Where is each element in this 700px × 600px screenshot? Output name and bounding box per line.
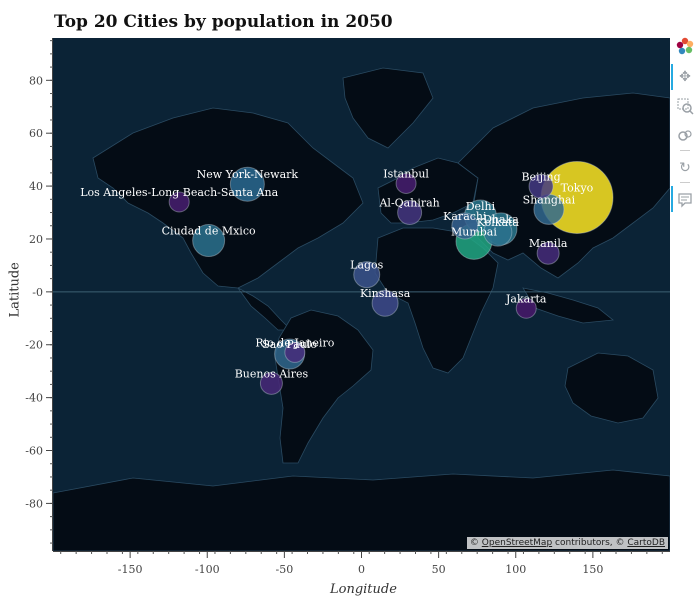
- city-label: Tokyo: [561, 181, 594, 194]
- city-label: Dhaka: [483, 213, 519, 226]
- osm-link[interactable]: OpenStreetMap: [481, 538, 553, 548]
- plot-toolbar: ✥ ↻: [671, 36, 700, 216]
- city-bubble[interactable]: [397, 200, 423, 226]
- city-label: Mumbai: [451, 225, 497, 238]
- y-tick-label: -60: [25, 445, 43, 458]
- city-label: Al-Qahirah: [378, 197, 439, 210]
- land-greenland: [342, 67, 434, 149]
- city-label: Los Angeles-Long Beach-Santa Ana: [80, 186, 278, 199]
- city-bubble[interactable]: [229, 166, 265, 202]
- city-label: Ciudad de Mxico: [162, 225, 256, 238]
- reset-icon[interactable]: ↻: [679, 160, 691, 176]
- x-axis: -150 -100 -50 0 50 100 150: [53, 551, 670, 576]
- city-label: Istanbul: [383, 167, 429, 180]
- city-bubbles: [168, 160, 614, 395]
- city-bubble[interactable]: [371, 289, 399, 317]
- y-axis-label: Latitude: [7, 262, 23, 318]
- city-bubble[interactable]: [451, 212, 479, 240]
- city-label: Kinshasa: [360, 287, 411, 300]
- city-label: Karachi: [443, 210, 487, 223]
- y-tick-label: 20: [29, 233, 43, 246]
- y-tick-label: -80: [25, 497, 43, 510]
- land-antarctica: [53, 469, 670, 551]
- pan-icon[interactable]: ✥: [679, 69, 691, 85]
- city-bubble[interactable]: [259, 371, 283, 395]
- x-tick-label: -100: [195, 563, 220, 576]
- y-tick-label: -40: [25, 392, 43, 405]
- city-label: Manila: [529, 237, 568, 250]
- bokeh-logo-icon[interactable]: [675, 36, 695, 56]
- city-label: Shanghai: [523, 193, 576, 206]
- x-axis-label: Longitude: [330, 582, 397, 597]
- city-bubble[interactable]: [536, 241, 560, 265]
- y-tick-label: -0: [32, 286, 43, 299]
- map-plot-area[interactable]: Tokyo Delhi Shanghai Mumbai Dhaka Karachi Kolk…: [53, 38, 670, 551]
- city-label: Kolkata: [477, 216, 520, 229]
- land-australia: [564, 352, 659, 424]
- x-tick-label: 100: [505, 563, 526, 576]
- land-north-america: [92, 107, 364, 289]
- city-label: New York-Newark: [197, 168, 299, 181]
- x-tick-label: -150: [118, 563, 143, 576]
- city-label: Rio de Janeiro: [255, 336, 334, 349]
- city-bubble[interactable]: [483, 217, 513, 247]
- x-tick-label: 50: [432, 563, 446, 576]
- city-labels: Tokyo Delhi Shanghai MumbaiDhakaKarachiKolk…: [80, 167, 593, 380]
- x-tick-label: 0: [358, 563, 365, 576]
- chart-title: Top 20 Cities by population in 2050: [54, 12, 393, 32]
- city-bubble[interactable]: [192, 224, 226, 258]
- city-bubble[interactable]: [528, 173, 554, 199]
- x-tick-label: -50: [276, 563, 294, 576]
- x-tick-label: 150: [582, 563, 603, 576]
- city-label: Jakarta: [505, 292, 547, 305]
- hover-icon[interactable]: [675, 190, 695, 210]
- city-bubble[interactable]: [284, 341, 306, 363]
- city-label: Buenos Aires: [235, 367, 309, 380]
- y-tick-label: 60: [29, 127, 43, 140]
- y-tick-label: 80: [29, 74, 43, 87]
- map-canvas[interactable]: Tokyo Delhi Shanghai MumbaiDhakaKarachiKolk…: [53, 38, 670, 551]
- map-attribution: © OpenStreetMap contributors, © CartoDB: [466, 537, 668, 549]
- land-southeast-asia: [522, 287, 615, 324]
- y-tick-label: 40: [29, 180, 43, 193]
- city-bubble[interactable]: [353, 261, 381, 289]
- city-label: Delhi: [466, 200, 496, 213]
- city-bubble[interactable]: [515, 297, 537, 319]
- y-axis: 80 60 40 20 -0 -20 -40 -60 -80: [25, 38, 53, 551]
- city-bubble[interactable]: [168, 191, 190, 213]
- city-label: Sao Paulo: [262, 338, 317, 351]
- attribution-prefix: ©: [469, 538, 482, 548]
- y-tick-label: -20: [25, 339, 43, 352]
- wheel-zoom-icon[interactable]: [675, 126, 695, 146]
- city-label: Lagos: [350, 259, 384, 272]
- carto-link[interactable]: CartoDB: [627, 538, 665, 548]
- attribution-middle: contributors, ©: [552, 538, 628, 548]
- city-bubble[interactable]: [395, 172, 417, 194]
- city-label: Beijing: [521, 170, 560, 183]
- box-zoom-icon[interactable]: [675, 96, 695, 116]
